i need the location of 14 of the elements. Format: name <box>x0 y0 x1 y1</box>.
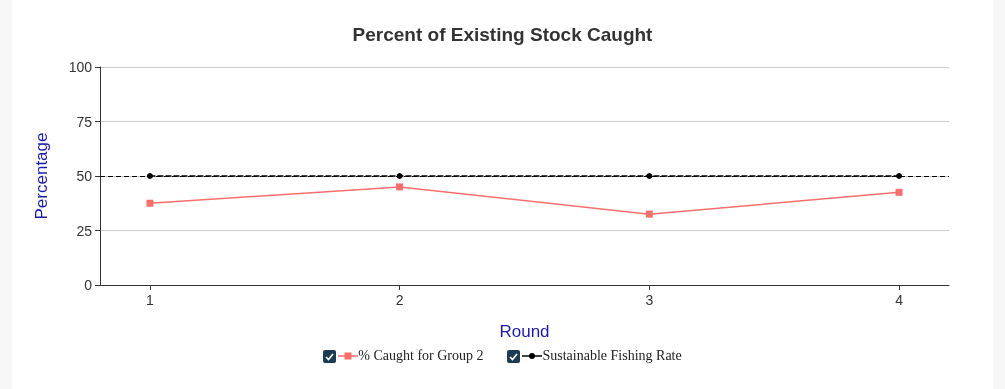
y-axis-title: Percentage <box>32 132 51 220</box>
x-tick-label: 2 <box>395 292 404 308</box>
y-tick-label: 100 <box>68 59 93 75</box>
x-tick-label: 4 <box>895 292 904 308</box>
legend-label: Sustainable Fishing Rate <box>542 348 682 364</box>
chart-title: Percent of Existing Stock Caught <box>352 24 654 45</box>
y-tick-label: 50 <box>76 168 93 184</box>
legend-label: % Caught for Group 2 <box>358 348 484 364</box>
y-tick-label: 75 <box>76 113 93 130</box>
x-axis-title: Round <box>499 322 550 341</box>
y-tick-label: 25 <box>76 222 93 239</box>
x-tick-label: 1 <box>146 292 155 308</box>
y-tick-label: 0 <box>84 277 93 293</box>
x-tick-label: 3 <box>645 292 654 308</box>
